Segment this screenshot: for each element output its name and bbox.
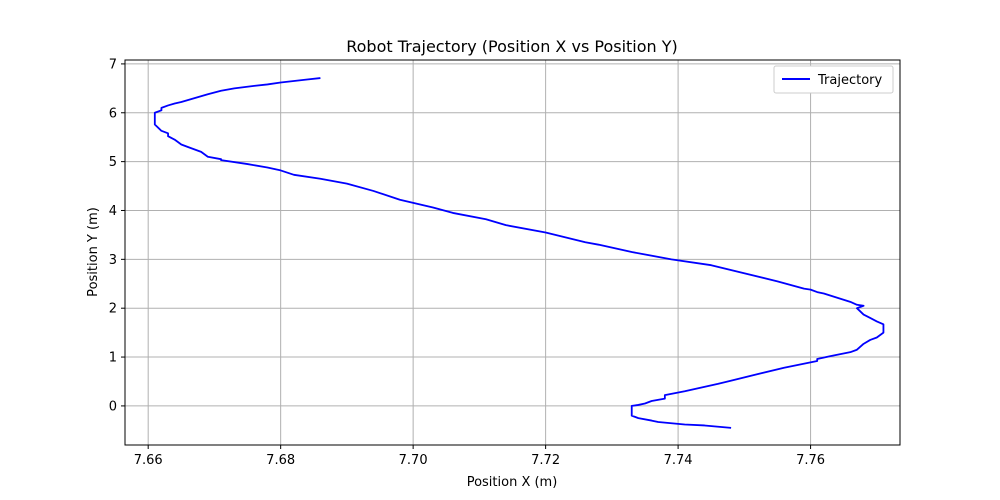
y-axis-label: Position Y (m)	[86, 207, 101, 297]
legend-label-trajectory: Trajectory	[817, 73, 882, 88]
x-tick-label: 7.66	[134, 453, 163, 468]
series-line-trajectory	[153, 77, 885, 429]
x-tick-label: 7.70	[399, 453, 428, 468]
y-tick-label: 3	[109, 253, 117, 268]
y-tick-label: 2	[109, 302, 117, 317]
y-tick-label: 6	[109, 106, 117, 121]
y-tick-label: 0	[109, 399, 117, 414]
chart-title: Robot Trajectory (Position X vs Position…	[346, 37, 678, 56]
plot-area	[125, 60, 900, 445]
x-tick-label: 7.72	[531, 453, 560, 468]
series-layer	[153, 77, 885, 429]
legend-box	[773, 65, 894, 94]
y-tick-label: 4	[109, 204, 117, 219]
plot-frame	[124, 59, 901, 446]
x-axis-label: Position X (m)	[467, 475, 558, 490]
x-axis-ticks: 7.66 7.68 7.70 7.72 7.74 7.76	[134, 445, 825, 468]
y-axis-ticks: 0 1 2 3 4 5 6 7	[109, 57, 125, 414]
x-tick-label: 7.74	[664, 453, 693, 468]
y-tick-label: 1	[109, 351, 117, 366]
x-tick-label: 7.68	[266, 453, 295, 468]
grid-lines	[125, 60, 900, 445]
y-tick-label: 7	[109, 57, 117, 72]
legend: Trajectory	[773, 65, 894, 94]
y-tick-label: 5	[109, 155, 117, 170]
x-tick-label: 7.76	[796, 453, 825, 468]
